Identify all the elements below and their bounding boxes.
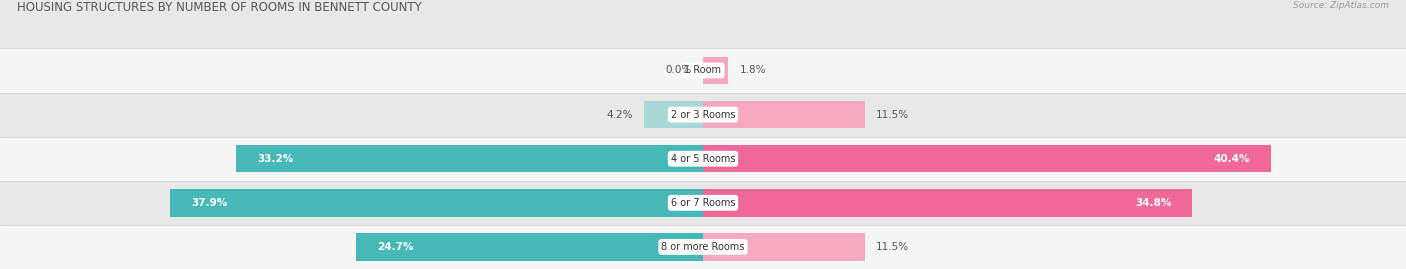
Bar	[703, 189, 1192, 217]
Bar	[644, 101, 703, 128]
Text: 1 Room: 1 Room	[685, 65, 721, 76]
Bar	[0, 137, 1406, 181]
Bar	[236, 145, 703, 172]
Bar	[356, 233, 703, 261]
Bar	[0, 48, 1406, 93]
Bar	[703, 145, 1271, 172]
Text: 11.5%: 11.5%	[876, 109, 910, 120]
Text: 37.9%: 37.9%	[191, 198, 228, 208]
Text: Source: ZipAtlas.com: Source: ZipAtlas.com	[1294, 1, 1389, 10]
Text: 4 or 5 Rooms: 4 or 5 Rooms	[671, 154, 735, 164]
Text: 0.0%: 0.0%	[665, 65, 692, 76]
Text: 2 or 3 Rooms: 2 or 3 Rooms	[671, 109, 735, 120]
Text: HOUSING STRUCTURES BY NUMBER OF ROOMS IN BENNETT COUNTY: HOUSING STRUCTURES BY NUMBER OF ROOMS IN…	[17, 1, 422, 14]
Bar	[170, 189, 703, 217]
Text: 33.2%: 33.2%	[257, 154, 294, 164]
Text: 11.5%: 11.5%	[876, 242, 910, 252]
Bar	[703, 57, 728, 84]
Text: 1.8%: 1.8%	[740, 65, 766, 76]
Text: 24.7%: 24.7%	[377, 242, 413, 252]
Bar	[0, 225, 1406, 269]
Text: 40.4%: 40.4%	[1213, 154, 1250, 164]
Bar	[0, 181, 1406, 225]
Text: 6 or 7 Rooms: 6 or 7 Rooms	[671, 198, 735, 208]
Text: 8 or more Rooms: 8 or more Rooms	[661, 242, 745, 252]
Text: 4.2%: 4.2%	[606, 109, 633, 120]
Bar	[703, 101, 865, 128]
Bar	[0, 93, 1406, 137]
Text: 34.8%: 34.8%	[1135, 198, 1171, 208]
Bar	[703, 233, 865, 261]
